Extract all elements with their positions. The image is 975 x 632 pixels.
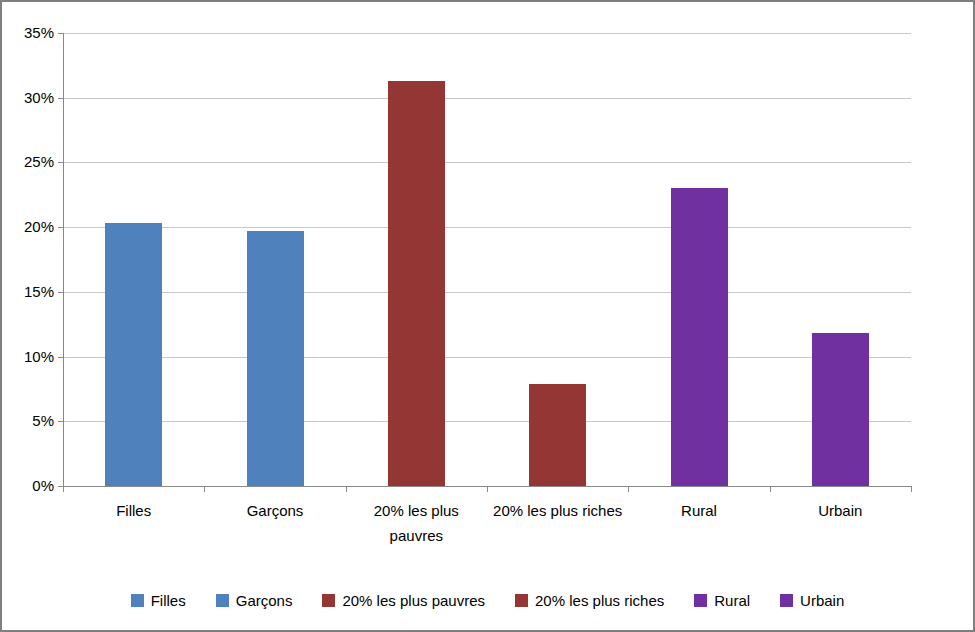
legend-label: 20% les plus pauvres: [342, 592, 485, 609]
x-axis-tick: [63, 487, 64, 492]
y-axis-tick-label: 0%: [2, 476, 54, 496]
gridline: [63, 421, 911, 422]
y-axis-tick-label: 35%: [2, 23, 54, 43]
legend-item-4: Rural: [694, 592, 750, 609]
y-axis-tick-label: 15%: [2, 282, 54, 302]
gridline: [63, 227, 911, 228]
gridline: [63, 357, 911, 358]
y-axis-tick-label: 5%: [2, 411, 54, 431]
legend-swatch-icon: [322, 594, 335, 607]
legend-item-2: 20% les plus pauvres: [322, 592, 485, 609]
bar-1: [247, 231, 304, 486]
x-axis-tick: [628, 487, 629, 492]
x-axis-category-label: 20% les plus pauvres: [350, 498, 482, 548]
legend-label: Urbain: [800, 592, 844, 609]
legend-swatch-icon: [515, 594, 528, 607]
gridline: [63, 292, 911, 293]
legend-label: Filles: [151, 592, 186, 609]
legend-item-5: Urbain: [780, 592, 844, 609]
legend-item-0: Filles: [131, 592, 186, 609]
x-axis-category-label: 20% les plus riches: [492, 498, 624, 523]
legend-swatch-icon: [780, 594, 793, 607]
x-axis-category-label: Urbain: [774, 498, 906, 523]
legend-label: Garçons: [236, 592, 293, 609]
bar-2: [388, 81, 445, 486]
gridline: [63, 33, 911, 34]
y-axis-line: [63, 33, 64, 486]
legend-label: Rural: [714, 592, 750, 609]
y-axis-tick-label: 30%: [2, 88, 54, 108]
legend-swatch-icon: [694, 594, 707, 607]
y-axis-tick-label: 20%: [2, 217, 54, 237]
legend-item-1: Garçons: [216, 592, 293, 609]
x-axis-tick: [911, 487, 912, 492]
y-axis-tick-label: 25%: [2, 152, 54, 172]
bar-chart: Filles Garçons 20% les plus pauvres 20% les…: [0, 0, 975, 632]
x-axis-tick: [487, 487, 488, 492]
legend-swatch-icon: [216, 594, 229, 607]
bar-4: [671, 188, 728, 486]
y-axis-tick-label: 10%: [2, 347, 54, 367]
legend-item-3: 20% les plus riches: [515, 592, 664, 609]
bar-5: [812, 333, 869, 486]
bar-3: [529, 384, 586, 486]
legend-label: 20% les plus riches: [535, 592, 664, 609]
x-axis-category-label: Filles: [68, 498, 200, 523]
chart-legend: Filles Garçons 20% les plus pauvres 20% les…: [2, 589, 973, 611]
x-axis-tick: [770, 487, 771, 492]
gridline: [63, 98, 911, 99]
x-axis-tick: [204, 487, 205, 492]
x-axis-category-label: Rural: [633, 498, 765, 523]
legend-swatch-icon: [131, 594, 144, 607]
x-axis-tick: [346, 487, 347, 492]
gridline: [63, 162, 911, 163]
bar-0: [105, 223, 162, 486]
x-axis-category-label: Garçons: [209, 498, 341, 523]
